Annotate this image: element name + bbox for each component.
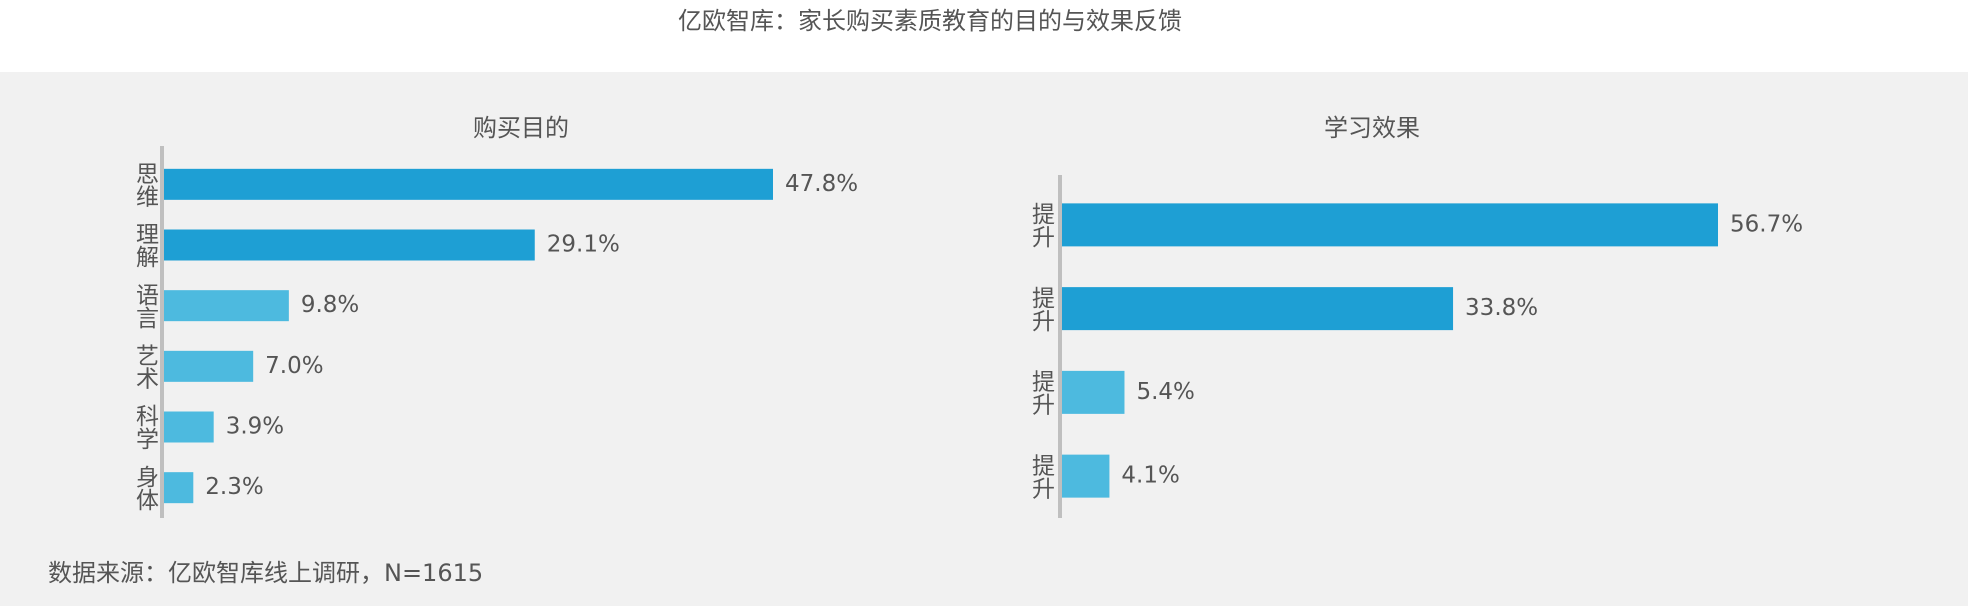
value-label: 7.0% [265,353,323,379]
bar [1062,203,1718,247]
category-label: 提升 [1028,202,1056,248]
value-label: 2.3% [205,474,263,500]
value-label: 56.7% [1730,211,1803,237]
bar [1062,454,1110,498]
value-label: 9.8% [301,292,359,318]
category-label: 语言 [132,283,159,329]
chart-subtitle: 学习效果 [1324,114,1420,142]
value-label: 47.8% [785,171,858,197]
category-label: 身体 [132,465,160,511]
value-label: 33.8% [1465,295,1538,321]
bar [1062,287,1454,331]
panel-bg [0,72,1968,606]
bar [164,229,535,261]
bar [164,290,289,322]
chart-subtitle: 购买目的 [473,114,569,142]
bar [1062,370,1125,414]
page-title: 亿欧智库：家长购买素质教育的目的与效果反馈 [678,7,1182,35]
bar [164,411,214,443]
source-note: 数据来源：亿欧智库线上调研，N=1615 [48,559,483,587]
category-label: 理解 [132,222,160,268]
category-label: 提升 [1028,286,1056,332]
bar [164,472,194,504]
category-label: 艺术 [132,343,160,389]
value-label: 29.1% [547,232,620,258]
header-bg [0,0,1968,72]
category-label: 提升 [1028,369,1056,415]
bar [164,168,773,200]
category-label: 提升 [1028,453,1056,499]
value-label: 3.9% [226,414,284,440]
bar [164,350,254,382]
category-label: 科学 [132,404,160,450]
value-label: 5.4% [1136,379,1194,405]
category-label: 思维 [132,161,160,207]
value-label: 4.1% [1121,463,1179,489]
